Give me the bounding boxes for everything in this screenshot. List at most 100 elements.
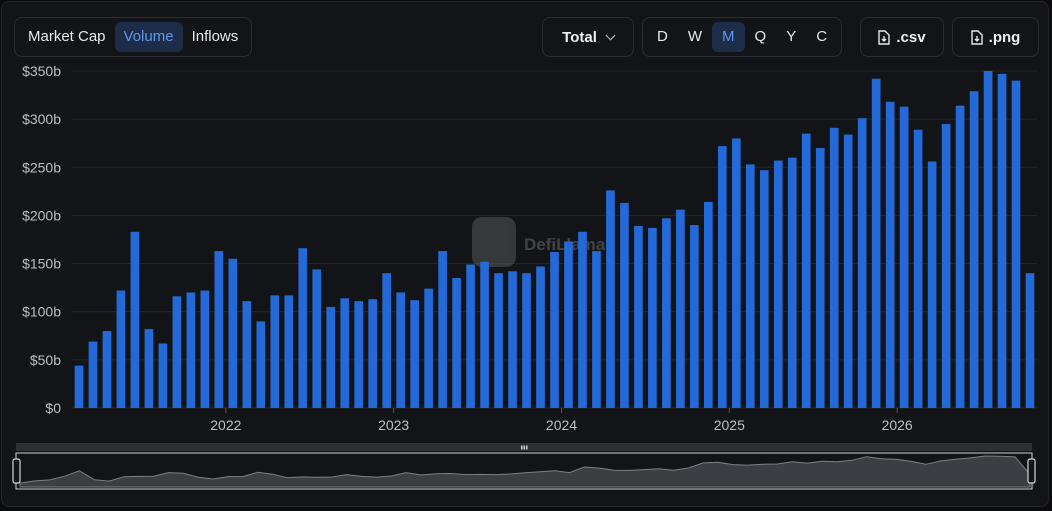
- volume-bar[interactable]: [326, 306, 336, 408]
- period-cumulative[interactable]: C: [816, 28, 828, 45]
- volume-bar[interactable]: [787, 157, 797, 408]
- volume-bar[interactable]: [158, 343, 168, 408]
- download-csv-label: .csv: [896, 28, 926, 46]
- volume-bar[interactable]: [144, 329, 154, 408]
- metric-tab-volume[interactable]: Volume: [114, 22, 183, 52]
- volume-bar[interactable]: [690, 225, 699, 408]
- volume-bar[interactable]: [620, 202, 629, 408]
- volume-bar[interactable]: [536, 266, 545, 408]
- volume-bar[interactable]: [74, 365, 84, 408]
- volume-bar[interactable]: [578, 231, 587, 408]
- volume-bar[interactable]: [815, 148, 825, 408]
- volume-bar[interactable]: [731, 138, 741, 408]
- volume-bar[interactable]: [941, 123, 951, 409]
- volume-bar[interactable]: [228, 258, 238, 408]
- volume-bar[interactable]: [662, 218, 671, 408]
- range-brush[interactable]: [12, 443, 1036, 490]
- volume-bar[interactable]: [480, 261, 489, 408]
- volume-bar[interactable]: [298, 248, 308, 408]
- volume-bar[interactable]: [773, 160, 783, 408]
- volume-bar[interactable]: [410, 300, 419, 408]
- volume-bar[interactable]: [396, 292, 405, 408]
- volume-bar[interactable]: [200, 290, 210, 408]
- period-daily[interactable]: D: [657, 28, 668, 45]
- volume-bar[interactable]: [871, 78, 881, 408]
- volume-bar[interactable]: [284, 295, 294, 408]
- metric-selector: Market Cap Volume Inflows: [14, 17, 253, 57]
- volume-bar[interactable]: [116, 290, 126, 408]
- volume-bar[interactable]: [829, 127, 839, 408]
- volume-bar[interactable]: [452, 278, 461, 408]
- volume-bar[interactable]: [522, 273, 531, 408]
- volume-bar[interactable]: [745, 164, 755, 408]
- volume-bar[interactable]: [927, 161, 937, 408]
- x-tick-label: 2022: [210, 417, 241, 433]
- volume-bar[interactable]: [312, 269, 322, 408]
- volume-bar[interactable]: [340, 298, 350, 408]
- volume-bar[interactable]: [102, 330, 112, 408]
- volume-bar[interactable]: [368, 299, 378, 408]
- volume-bar[interactable]: [843, 134, 853, 409]
- brush-right-handle[interactable]: [1027, 458, 1036, 484]
- volume-bar[interactable]: [186, 292, 196, 408]
- volume-bar[interactable]: [885, 101, 895, 408]
- volume-bar[interactable]: [354, 301, 364, 408]
- volume-bar[interactable]: [242, 301, 252, 408]
- x-tick-label: 2024: [546, 417, 577, 433]
- period-yearly[interactable]: Y: [786, 28, 797, 45]
- brush-left-handle[interactable]: [12, 458, 21, 484]
- download-png-label: .png: [988, 28, 1021, 46]
- period-monthly[interactable]: M: [712, 22, 745, 52]
- x-axis-ticks: 2022 2023 2024 2025 2026: [210, 408, 913, 433]
- volume-bar[interactable]: [550, 252, 559, 408]
- volume-bar[interactable]: [592, 251, 601, 408]
- x-tick-label: 2023: [378, 417, 409, 433]
- period-quarterly[interactable]: Q: [754, 28, 767, 45]
- volume-bar[interactable]: [969, 91, 979, 408]
- metric-tab-market-cap[interactable]: Market Cap: [28, 28, 106, 45]
- volume-bar[interactable]: [130, 231, 140, 408]
- volume-bar[interactable]: [382, 273, 392, 408]
- volume-bar[interactable]: [717, 146, 727, 408]
- volume-bar[interactable]: [801, 133, 811, 408]
- brush-mini-area: [19, 455, 1031, 488]
- volume-bar[interactable]: [704, 201, 713, 408]
- download-png-button[interactable]: .png: [952, 17, 1039, 57]
- volume-bar[interactable]: [214, 251, 224, 408]
- brush-grip-icon: [521, 445, 528, 450]
- volume-bar[interactable]: [913, 129, 923, 409]
- y-tick-label: $300b: [22, 111, 61, 127]
- volume-bar[interactable]: [270, 295, 280, 408]
- file-download-icon: [878, 29, 891, 45]
- metric-tab-inflows[interactable]: Inflows: [191, 28, 239, 45]
- bar-series: [74, 71, 1035, 409]
- y-tick-label: $0: [45, 400, 61, 416]
- volume-bar[interactable]: [88, 341, 98, 408]
- volume-bar[interactable]: [759, 170, 769, 408]
- volume-bar[interactable]: [564, 241, 573, 408]
- volume-bar[interactable]: [955, 105, 965, 408]
- volume-bar[interactable]: [676, 209, 685, 408]
- volume-bar[interactable]: [634, 226, 643, 408]
- volume-bar[interactable]: [1025, 273, 1035, 408]
- volume-bar[interactable]: [997, 73, 1007, 408]
- volume-bar[interactable]: [438, 251, 447, 408]
- period-weekly[interactable]: W: [687, 28, 703, 45]
- y-tick-label: $100b: [22, 304, 61, 320]
- volume-bar[interactable]: [648, 227, 657, 408]
- volume-bar[interactable]: [172, 296, 182, 408]
- volume-bar[interactable]: [899, 106, 909, 408]
- volume-bar[interactable]: [983, 71, 993, 408]
- volume-bar[interactable]: [256, 321, 266, 408]
- y-axis-ticks: $0 $50b $100b $150b $200b $250b $300b $350b: [22, 63, 61, 416]
- volume-bar[interactable]: [466, 264, 475, 408]
- volume-bar[interactable]: [424, 288, 433, 408]
- y-tick-label: $50b: [30, 352, 61, 368]
- volume-bar[interactable]: [606, 190, 615, 408]
- download-csv-button[interactable]: .csv: [860, 17, 944, 57]
- volume-bar[interactable]: [857, 118, 867, 409]
- volume-bar[interactable]: [494, 273, 503, 408]
- volume-bar[interactable]: [1011, 80, 1021, 408]
- volume-bar[interactable]: [508, 271, 517, 408]
- total-dropdown[interactable]: Total: [542, 17, 634, 57]
